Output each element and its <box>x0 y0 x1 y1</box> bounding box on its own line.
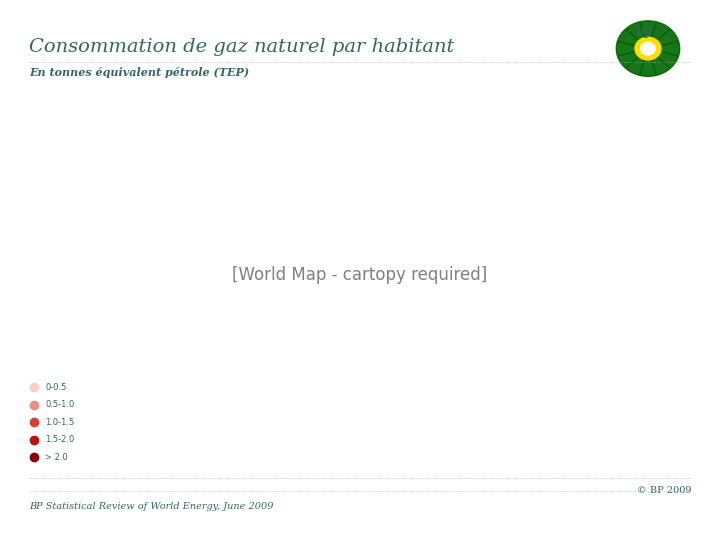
Text: 0-0.5: 0-0.5 <box>45 383 66 391</box>
Text: BP Statistical Review of World Energy, June 2009: BP Statistical Review of World Energy, J… <box>29 502 274 511</box>
Polygon shape <box>648 49 678 68</box>
Polygon shape <box>648 49 670 75</box>
Text: [World Map - cartopy required]: [World Map - cartopy required] <box>233 266 487 285</box>
Text: 0.5-1.0: 0.5-1.0 <box>45 400 74 409</box>
Polygon shape <box>626 22 648 49</box>
Polygon shape <box>626 49 648 75</box>
Text: 1.0-1.5: 1.0-1.5 <box>45 417 74 427</box>
Polygon shape <box>648 29 678 49</box>
Text: 1.5-2.0: 1.5-2.0 <box>45 435 74 444</box>
Polygon shape <box>618 49 648 68</box>
Polygon shape <box>648 42 680 56</box>
Text: bp: bp <box>636 24 653 38</box>
Polygon shape <box>616 42 648 56</box>
Text: En tonnes équivalent pétrole (TEP): En tonnes équivalent pétrole (TEP) <box>29 68 249 78</box>
Text: © BP 2009: © BP 2009 <box>636 486 691 495</box>
Circle shape <box>641 42 655 55</box>
Polygon shape <box>640 21 656 49</box>
Polygon shape <box>640 49 656 76</box>
Text: > 2.0: > 2.0 <box>45 453 68 462</box>
Polygon shape <box>648 22 670 49</box>
Circle shape <box>635 37 661 60</box>
Polygon shape <box>618 29 648 49</box>
Text: Consommation de gaz naturel par habitant: Consommation de gaz naturel par habitant <box>29 38 454 56</box>
